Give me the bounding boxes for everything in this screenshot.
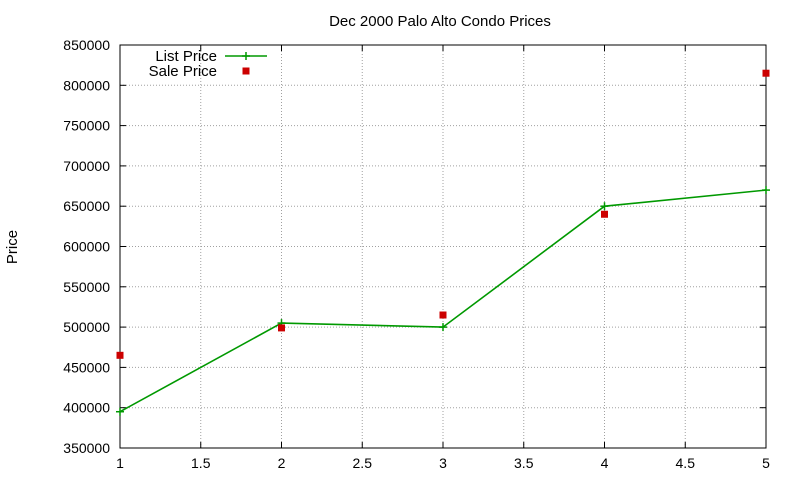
x-tick-label: 2	[278, 455, 286, 471]
y-tick-label: 850000	[63, 37, 110, 53]
y-axis-label: Price	[4, 230, 21, 264]
x-tick-label: 4.5	[676, 455, 696, 471]
series-sale-price	[116, 69, 770, 359]
x-tick-label: 4	[601, 455, 609, 471]
y-tick-label: 750000	[63, 118, 110, 134]
legend-marker-sale-price	[242, 67, 250, 75]
x-tick-label: 3.5	[514, 455, 534, 471]
axes	[119, 44, 767, 449]
list-price-point	[439, 323, 447, 332]
series	[116, 69, 770, 416]
y-tick-label: 350000	[63, 440, 110, 456]
legend-marker-list-price	[242, 52, 250, 60]
tick-labels: 1 1.5 2 2.5 3 3.5 4 4.5 5 350000 400000 450000 50000…	[63, 37, 770, 471]
sale-price-point	[601, 210, 608, 218]
series-list-price	[116, 186, 770, 416]
x-tick-label: 2.5	[353, 455, 373, 471]
x-tick-label: 1	[116, 455, 124, 471]
sale-price-point	[439, 311, 447, 319]
grid	[120, 45, 766, 448]
y-tick-label: 550000	[63, 279, 110, 295]
y-tick-label: 450000	[63, 359, 110, 375]
sale-price-point	[762, 69, 770, 77]
chart-title: Dec 2000 Palo Alto Condo Prices	[329, 13, 551, 30]
sale-price-point	[116, 351, 124, 359]
legend-label-sale-price: Sale Price	[149, 63, 217, 80]
y-tick-label: 700000	[63, 158, 110, 174]
x-tick-label: 1.5	[191, 455, 211, 471]
y-tick-label: 650000	[63, 198, 110, 214]
list-price-point	[600, 202, 609, 211]
sale-price-point	[278, 324, 285, 332]
y-tick-label: 600000	[63, 239, 110, 255]
y-tick-label: 400000	[63, 400, 110, 416]
list-price-point	[116, 407, 124, 416]
y-tick-label: 800000	[63, 77, 110, 93]
x-tick-label: 3	[439, 455, 447, 471]
list-price-point	[762, 186, 770, 195]
legend-label-list-price: List Price	[155, 48, 217, 65]
x-tick-label: 5	[762, 455, 770, 471]
y-tick-label: 500000	[63, 319, 110, 335]
